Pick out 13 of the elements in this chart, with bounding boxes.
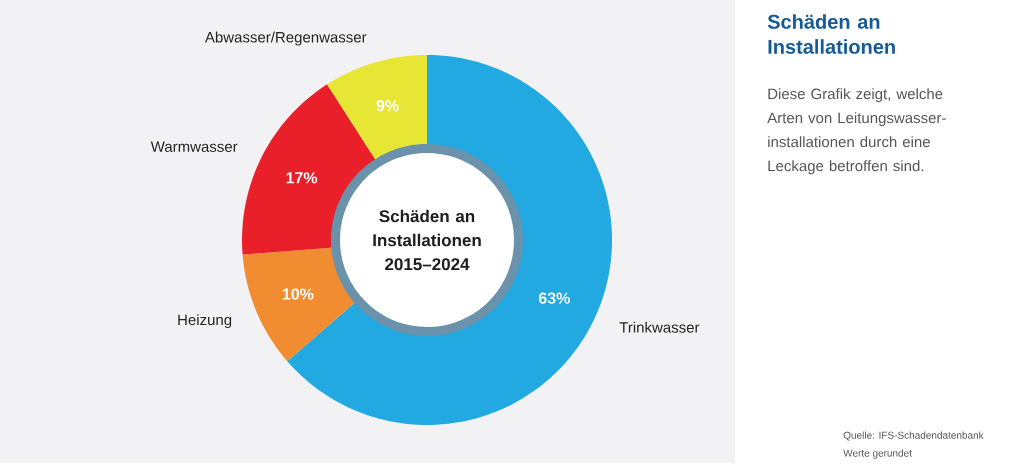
- text: Schäden an Installationen: [767, 14, 895, 54]
- slice-label: Warmwasser: [150, 141, 238, 152]
- slice-label: Heizung: [178, 314, 232, 329]
- data-label: 10%: [282, 288, 314, 300]
- data-label: 9%: [376, 100, 399, 112]
- slice-label: Trinkwasser: [619, 321, 700, 333]
- data-label: 17%: [286, 172, 318, 184]
- text: Diese Grafik zeigt, welche Arten von Leitungswasser-installationen durch eine Leckage betroffen sind.: [767, 88, 946, 175]
- data-label: 63%: [538, 292, 570, 304]
- text: Werte gerundet: [843, 449, 912, 459]
- source-note: Quelle: IFS-Schadendatenbank: [843, 431, 984, 441]
- text: Schäden an Installationen 2015–2024: [373, 209, 481, 271]
- slice-label: Abwasser/Regenwasser: [204, 31, 367, 46]
